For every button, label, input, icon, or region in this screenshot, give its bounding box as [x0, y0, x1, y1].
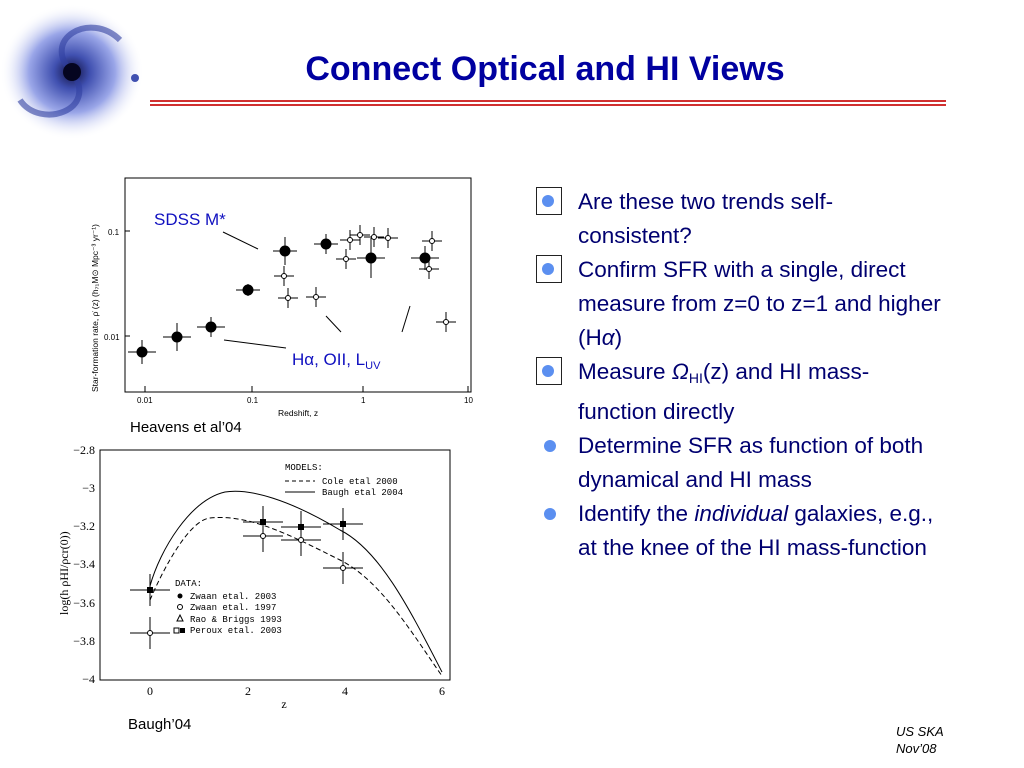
bullet-dot: [542, 365, 554, 377]
sfr-plot: Star-formation rate, ρ̇ (z) (h₇₁M⊙ Mpc⁻³…: [90, 177, 473, 418]
bullet-box: [536, 187, 562, 215]
hi-ytick: −3.8: [73, 634, 95, 648]
sfr-xtick: 1: [361, 396, 366, 405]
hi-xtick: 4: [342, 684, 348, 698]
bullet-dot: [542, 263, 554, 275]
hi-ytick: −2.8: [73, 443, 95, 457]
ha-annotation: Hα, OII, LUV: [292, 350, 381, 372]
bullet-item: Measure ΩHI(z) and HI mass-function dire…: [536, 355, 946, 429]
hi-density-plot: log(h ρHI/ρcr(0)) −2.8 −3 −3.2 −3.4 −3.6…: [57, 443, 451, 711]
bullet-item: Are these two trends self-consistent?: [536, 185, 946, 253]
data-rao: Rao & Briggs 1993: [190, 615, 282, 625]
hi-ytick: −3.4: [73, 557, 95, 571]
slide-title: Connect Optical and HI Views: [305, 50, 785, 88]
galaxy-logo: [0, 4, 144, 140]
data-zwaan97: Zwaan etal. 1997: [190, 603, 276, 613]
bullet-dot: [542, 195, 554, 207]
hi-ytick: −3: [82, 481, 95, 495]
hi-xtick: 6: [439, 684, 445, 698]
sfr-xtick: 0.1: [247, 396, 259, 405]
sfr-xtick: 0.01: [137, 396, 153, 405]
bullet-box: [536, 255, 562, 283]
sfr-ytick: 0.1: [108, 228, 120, 237]
title-rule: [150, 100, 946, 108]
data-title: DATA:: [175, 579, 202, 589]
sfr-ylabel: Star-formation rate, ρ̇ (z) (h₇₁M⊙ Mpc⁻³…: [90, 224, 100, 392]
bullet-box: [536, 357, 562, 385]
hi-xtick: 0: [147, 684, 153, 698]
footer: US SKA Nov’08: [896, 724, 944, 756]
hi-ytick: −4: [82, 672, 95, 686]
models-title: MODELS:: [285, 463, 323, 473]
hi-ytick: −3.6: [73, 596, 95, 610]
bullet-item: Confirm SFR with a single, direct measur…: [536, 253, 946, 355]
model-baugh: Baugh etal 2004: [322, 488, 403, 498]
data-zwaan03: Zwaan etal. 2003: [190, 592, 276, 602]
data-peroux: Peroux etal. 2003: [190, 626, 282, 636]
sfr-xtick: 10: [464, 396, 473, 405]
hi-xtick: 2: [245, 684, 251, 698]
sfr-xlabel: Redshift, z: [278, 408, 318, 418]
bullet-item: Identify the individual galaxies, e.g., …: [536, 497, 946, 565]
model-cole: Cole etal 2000: [322, 477, 398, 487]
bullet-list: Are these two trends self-consistent? Co…: [536, 185, 946, 565]
hi-ylabel: log(h ρHI/ρcr(0)): [57, 531, 71, 615]
hi-ytick: −3.2: [73, 519, 95, 533]
bullet-dot: [544, 508, 556, 520]
bullet-dot: [544, 440, 556, 452]
hi-xlabel: z: [281, 697, 286, 711]
sfr-ytick: 0.01: [104, 333, 120, 342]
plot1-credit: Heavens et al’04: [130, 419, 242, 436]
plot2-credit: Baugh’04: [128, 716, 192, 733]
bullet-item: Determine SFR as function of both dynami…: [536, 429, 946, 497]
sdss-annotation: SDSS M*: [154, 210, 226, 229]
